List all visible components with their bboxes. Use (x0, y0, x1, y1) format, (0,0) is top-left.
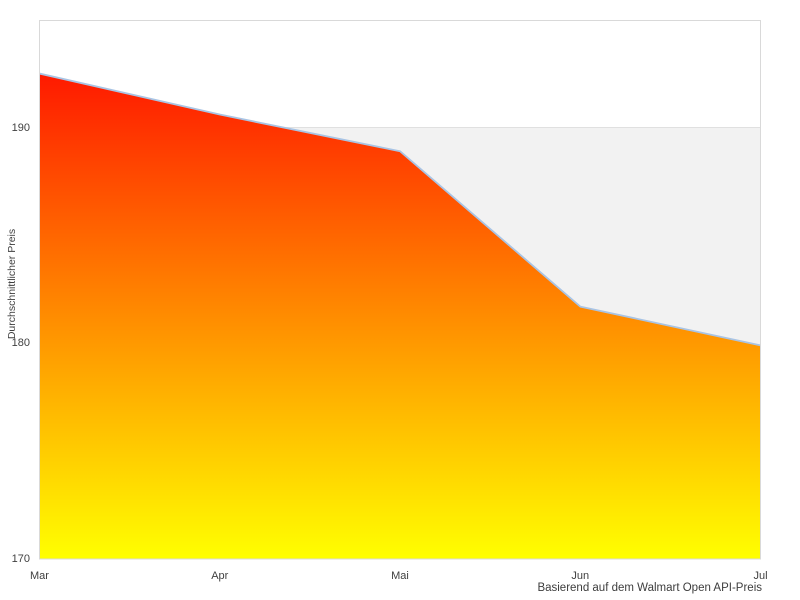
plot-border (39, 20, 761, 560)
x-tick-label-jun: Jun (571, 570, 590, 582)
source-caption: Basierend auf dem Walmart Open API-Preis (537, 582, 762, 594)
y-tick-label-170: 170 (11, 553, 30, 565)
y-tick-label-180: 180 (11, 337, 30, 350)
x-tick-label-mar: Mar (30, 570, 49, 582)
x-tick-label-jul: Jul (753, 570, 768, 582)
price-line (39, 72, 761, 347)
price-area-fill (39, 73, 761, 559)
x-tick-label-mai: Mai (391, 570, 409, 582)
x-tick-label-apr: Apr (211, 570, 229, 582)
y-axis-title: Durchschnittlicher Preis (6, 228, 18, 340)
y-tick-label-190: 190 (11, 121, 30, 134)
